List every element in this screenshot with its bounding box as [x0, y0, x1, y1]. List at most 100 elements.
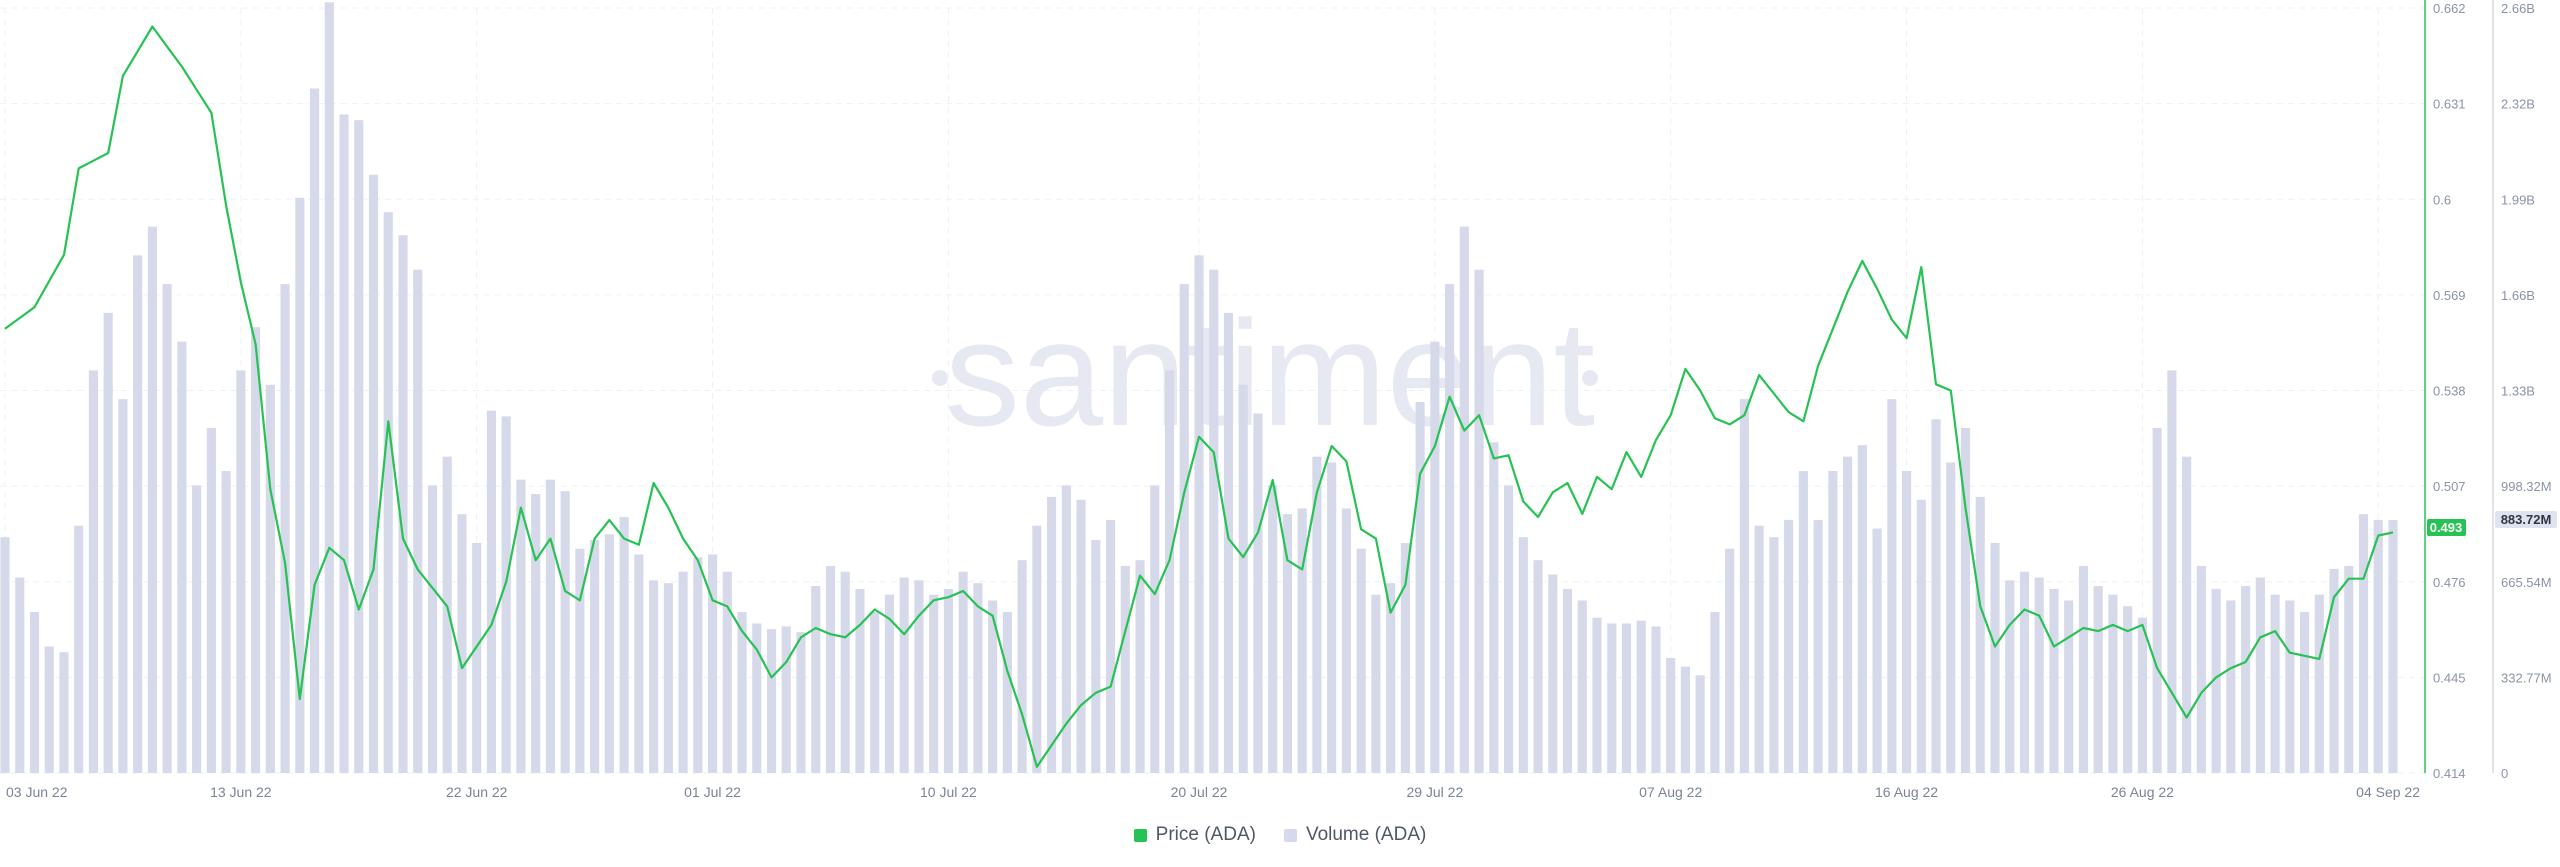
volume-bar — [265, 384, 275, 773]
volume-bar — [958, 571, 968, 773]
volume-bar — [1562, 588, 1573, 773]
volume-bar — [1209, 269, 1219, 773]
volume-bar — [1769, 537, 1779, 773]
volume-bar — [604, 534, 614, 773]
volume-bar — [781, 626, 791, 773]
volume-bar — [2167, 370, 2177, 773]
volume-bar — [1105, 519, 1116, 773]
volume-bar — [354, 120, 364, 774]
volume-bars — [0, 2, 2398, 774]
volume-bar — [1415, 402, 1425, 773]
volume-bar — [1607, 623, 1617, 773]
volume-bar — [309, 88, 320, 774]
volume-bar — [1828, 471, 1838, 773]
volume-bar — [1636, 620, 1646, 773]
volume-bar — [825, 565, 836, 773]
volume-bar — [118, 399, 128, 773]
volume-bar — [2270, 594, 2280, 773]
date-tick-label: 26 Aug 22 — [2111, 784, 2174, 800]
volume-bar — [1960, 427, 1971, 773]
price-volume-chart: santiment 0.414 0.445 0.476 0.507 0.538 0.569… — [0, 0, 2557, 800]
volume-bar — [1223, 312, 1234, 773]
volume-bar — [1489, 442, 1499, 773]
price-tick-label: 0.662 — [2433, 1, 2466, 16]
legend-item-price[interactable]: Price (ADA) — [1133, 824, 1256, 846]
volume-bar — [988, 600, 998, 773]
volume-bar — [1150, 485, 1160, 773]
volume-bar — [1548, 574, 1558, 773]
legend-price-label: Price (ADA) — [1155, 824, 1256, 845]
volume-bar — [973, 583, 983, 773]
current-price-label: 0.493 — [2430, 520, 2463, 535]
volume-bar — [870, 611, 880, 773]
volume-bar — [545, 479, 555, 773]
volume-bar — [1680, 666, 1691, 773]
volume-bar — [1356, 548, 1366, 773]
volume-bar — [1798, 471, 1808, 773]
date-tick-label: 29 Jul 22 — [1406, 784, 1463, 800]
watermark-text: santiment — [945, 289, 1595, 457]
volume-bar — [2078, 565, 2089, 773]
volume-bar — [1577, 600, 1587, 773]
volume-bar — [560, 491, 570, 773]
volume-bar — [1872, 528, 1882, 773]
volume-bar — [29, 611, 40, 773]
price-tick-label: 0.6 — [2433, 192, 2451, 207]
volume-bar — [2064, 600, 2074, 773]
volume-bar — [2344, 565, 2354, 773]
volume-bar — [457, 514, 467, 773]
volume-bar — [1946, 462, 1956, 773]
volume-bar — [1002, 611, 1012, 773]
volume-bar — [1990, 542, 2000, 773]
volume-bar — [1164, 370, 1175, 773]
volume-bar — [1518, 537, 1528, 773]
date-axis-ticks: 03 Jun 22 13 Jun 22 22 Jun 22 01 Jul 22 10 J… — [6, 784, 2420, 800]
volume-bar — [1268, 485, 1278, 773]
price-line — [4, 25, 2394, 768]
volume-bar — [1474, 269, 1484, 773]
volume-bar — [1710, 611, 1720, 773]
volume-tick-label: 1.99B — [2501, 192, 2535, 207]
volume-bar — [206, 427, 216, 773]
volume-bar — [339, 114, 349, 773]
volume-bar — [2373, 519, 2383, 773]
volume-bar — [2388, 519, 2398, 773]
date-tick-label: 03 Jun 22 — [6, 784, 68, 800]
volume-bar — [383, 212, 393, 774]
volume-bar — [2196, 565, 2206, 773]
volume-tick-label: 1.33B — [2501, 384, 2535, 399]
volume-bar — [1887, 399, 1897, 773]
volume-bar — [1430, 341, 1440, 773]
volume-bar — [1651, 626, 1661, 773]
volume-bar — [2211, 588, 2221, 773]
volume-bar — [1533, 560, 1543, 773]
volume-bar — [2255, 577, 2265, 773]
volume-bar — [324, 2, 334, 774]
volume-bar — [1739, 399, 1749, 773]
volume-bar — [2329, 568, 2339, 773]
volume-tick-label: 0 — [2501, 766, 2508, 781]
volume-tick-label: 665.54M — [2501, 575, 2552, 590]
volume-bar — [2049, 588, 2059, 773]
volume-bar — [442, 456, 452, 773]
volume-tick-label: 332.77M — [2501, 670, 2552, 685]
volume-tick-label: 1.66B — [2501, 288, 2535, 303]
chart-legend: Price (ADA) Volume (ADA) — [0, 820, 2560, 850]
volume-bar — [1916, 499, 1926, 773]
volume-bar — [2108, 594, 2118, 773]
volume-bar — [575, 548, 585, 773]
volume-bar — [1032, 525, 1042, 773]
volume-bar — [634, 554, 644, 773]
volume-bar — [44, 646, 54, 773]
volume-bar — [398, 235, 408, 774]
volume-bar — [1386, 583, 1396, 773]
volume-bar — [1061, 485, 1071, 773]
volume-bar — [1695, 675, 1705, 773]
volume-bar — [1120, 565, 1130, 773]
price-tick-label: 0.414 — [2433, 766, 2466, 781]
legend-item-volume[interactable]: Volume (ADA) — [1283, 824, 1426, 846]
volume-bar — [1341, 508, 1351, 773]
volume-bar — [295, 197, 305, 774]
volume-tick-label: 998.32M — [2501, 479, 2552, 494]
volume-bar — [162, 284, 172, 773]
